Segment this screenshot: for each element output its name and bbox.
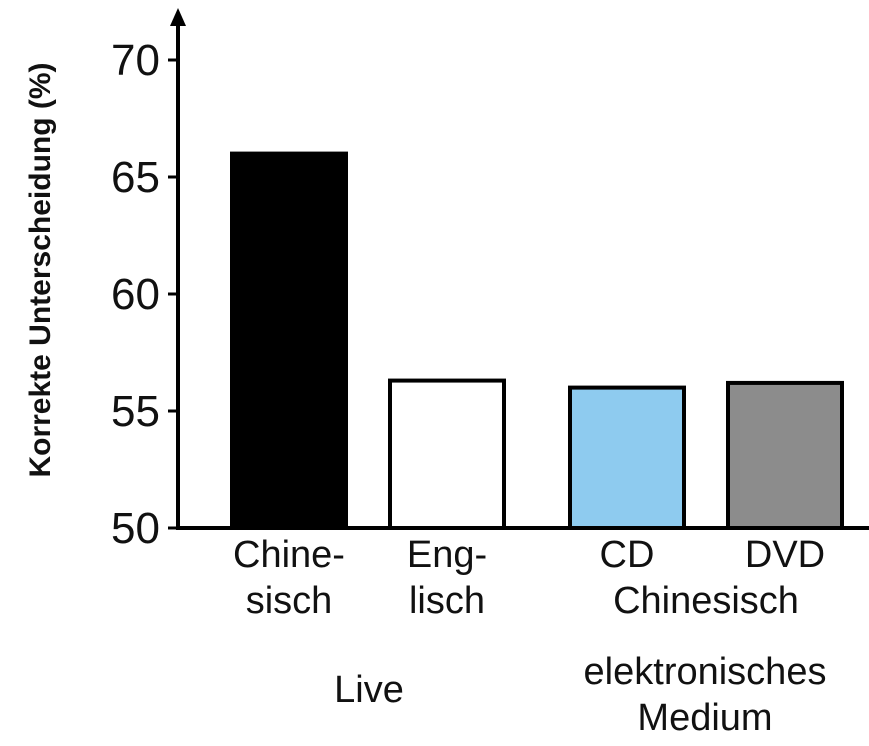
y-axis-arrow (170, 8, 186, 26)
y-axis-title-group: Korrekte Unterscheidung (%) (24, 62, 57, 477)
bar-2 (568, 385, 686, 530)
y-axis-title: Korrekte Unterscheidung (%) (24, 62, 57, 477)
y-tick-label: 70 (111, 36, 160, 85)
category-sublabel-chinesisch: Chinesisch (613, 580, 799, 622)
y-tick-label: 50 (111, 504, 160, 553)
category-label: DVD (745, 534, 825, 576)
y-tick-label: 65 (111, 153, 160, 202)
bar-3 (726, 380, 844, 531)
category-label: Chine- (233, 534, 345, 576)
group-label: Live (334, 669, 404, 711)
group-label: Medium (637, 697, 772, 739)
category-label: lisch (409, 580, 485, 622)
y-tick-label: 55 (111, 387, 160, 436)
category-label: CD (600, 534, 655, 576)
y-tick-labels: 50 55 60 65 70 (111, 36, 178, 553)
category-label: Eng- (407, 534, 487, 576)
category-label: sisch (246, 580, 333, 622)
bar-1 (388, 378, 506, 530)
bars (230, 151, 844, 531)
y-tick-label: 60 (111, 270, 160, 319)
group-label: elektronisches (584, 651, 827, 693)
axes (170, 8, 869, 530)
bar-0 (230, 151, 348, 530)
